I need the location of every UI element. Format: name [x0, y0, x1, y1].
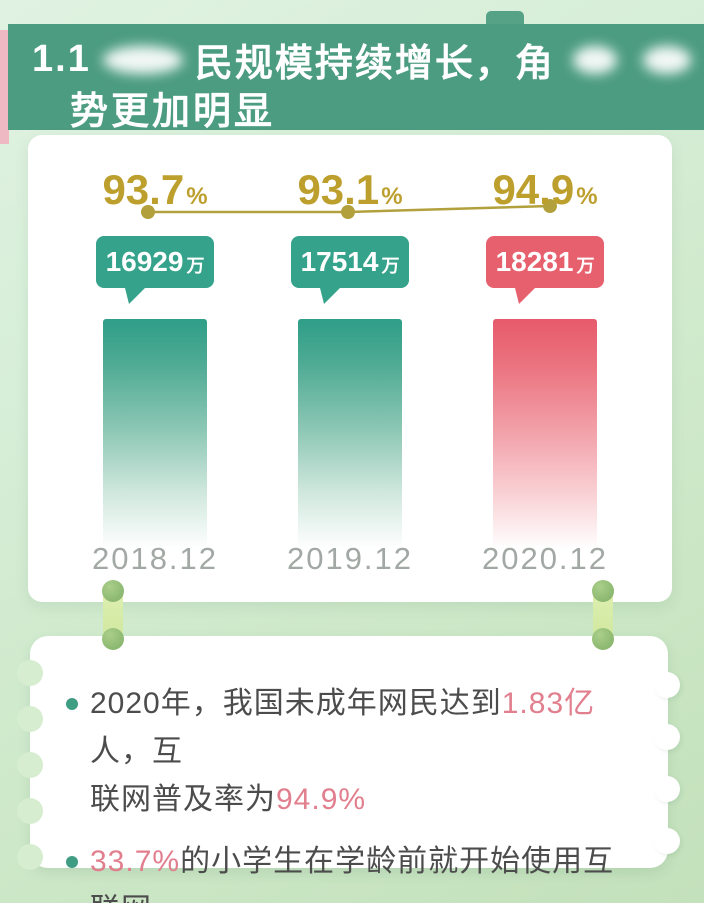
percent-label-2019: 93.1 % [297, 165, 402, 212]
x-axis-label-2019: 2019.12 [286, 541, 414, 576]
highlight-value: 94.9% [276, 783, 367, 816]
bullet-dot-icon [66, 698, 78, 710]
bubble-tail [125, 288, 145, 304]
bullet-dot-icon [66, 856, 78, 868]
chart-columns: 93.7 % 16929 万 2018.12 93.1 % 17514 [28, 135, 672, 602]
header-banner: 1.1 民规模持续增长， 角 势更加明显 [8, 11, 704, 133]
scallop-cut [17, 660, 43, 686]
banner-left-accent [0, 30, 9, 144]
scallop-cut [17, 798, 43, 824]
bar-2020 [493, 319, 597, 559]
connector-knob [102, 628, 124, 650]
section-title-partial-char: 角 [514, 43, 555, 85]
scallop-cut [17, 706, 43, 732]
chart-column-2020: 94.9 % 18281 万 2020.12 [457, 135, 633, 602]
x-axis-label-2018: 2018.12 [91, 541, 219, 576]
banner-top-tab [486, 11, 524, 24]
chart-column-2018: 93.7 % 16929 万 2018.12 [67, 135, 243, 602]
bubble-tail [515, 288, 535, 304]
scallop-bump [654, 724, 680, 750]
bubble-unit: 万 [576, 256, 595, 276]
card-connector-right [591, 580, 615, 650]
percent-value: 93.1 [297, 166, 380, 213]
redaction-blur [642, 45, 691, 74]
bubble-unit: 万 [186, 256, 205, 276]
section-title-line2: 势更加明显 [70, 91, 276, 133]
bubble-tail [320, 288, 340, 304]
x-axis-label-2020: 2020.12 [481, 541, 609, 576]
redaction-blur [102, 45, 183, 74]
percent-sign: % [576, 183, 598, 210]
bubble-value: 16929 [105, 246, 184, 277]
bullet-text-2: 33.7%的小学生在学龄前就开始使用互联网 [90, 838, 640, 903]
text-segment: 人，互 [90, 735, 183, 768]
text-segment: 的小学生在学龄前就开始使用互联网 [90, 845, 615, 903]
value-bubble-2019: 17514 万 [291, 236, 409, 288]
section-title-line1: 1.1 民规模持续增长， 角 [32, 32, 691, 87]
percent-label-2020: 94.9 % [492, 165, 597, 212]
section-number: 1.1 [32, 38, 91, 80]
scallop-bump [654, 776, 680, 802]
scallop-bump [654, 672, 680, 698]
bar-2019 [298, 319, 402, 559]
highlight-value: 33.7% [90, 845, 181, 878]
bubble-value: 17514 [300, 246, 379, 277]
chart-column-2019: 93.1 % 17514 万 2019.12 [262, 135, 438, 602]
connector-knob [592, 580, 614, 602]
text-segment: 联网普及率为 [90, 783, 276, 816]
percent-sign: % [186, 183, 208, 210]
bubble-unit: 万 [381, 256, 400, 276]
highlight-value: 1.83亿 [501, 687, 596, 720]
bullet-text-1: 2020年，我国未成年网民达到1.83亿人，互 联网普及率为94.9% [90, 680, 640, 824]
percent-value: 94.9 [492, 166, 575, 213]
notes-card: 2020年，我国未成年网民达到1.83亿人，互 联网普及率为94.9% 33.7… [17, 636, 680, 903]
chart-card: 93.7 % 16929 万 2018.12 93.1 % 17514 [28, 135, 672, 602]
percent-label-2018: 93.7 % [102, 165, 207, 212]
bullet-item-2: 33.7%的小学生在学龄前就开始使用互联网 [66, 838, 640, 903]
bar-2018 [103, 319, 207, 559]
bullet-1-line-2: 联网普及率为94.9% [90, 776, 640, 824]
percent-sign: % [381, 183, 403, 210]
bullet-item-1: 2020年，我国未成年网民达到1.83亿人，互 联网普及率为94.9% [66, 636, 640, 824]
percent-value: 93.7 [102, 166, 185, 213]
section-title-text: 民规模持续增长， [194, 43, 515, 85]
scallop-cut [17, 752, 43, 778]
value-bubble-2020: 18281 万 [486, 236, 604, 288]
connector-knob [102, 580, 124, 602]
bullet-1-line-1: 2020年，我国未成年网民达到1.83亿人，互 [90, 680, 640, 776]
redaction-blur [572, 45, 617, 74]
value-bubble-2018: 16929 万 [96, 236, 214, 288]
text-segment: 2020年，我国未成年网民达到 [90, 687, 502, 720]
bubble-value: 18281 [495, 246, 574, 277]
card-connector-left [101, 580, 125, 650]
scallop-cut [17, 844, 43, 870]
scallop-bump [654, 828, 680, 854]
connector-knob [592, 628, 614, 650]
